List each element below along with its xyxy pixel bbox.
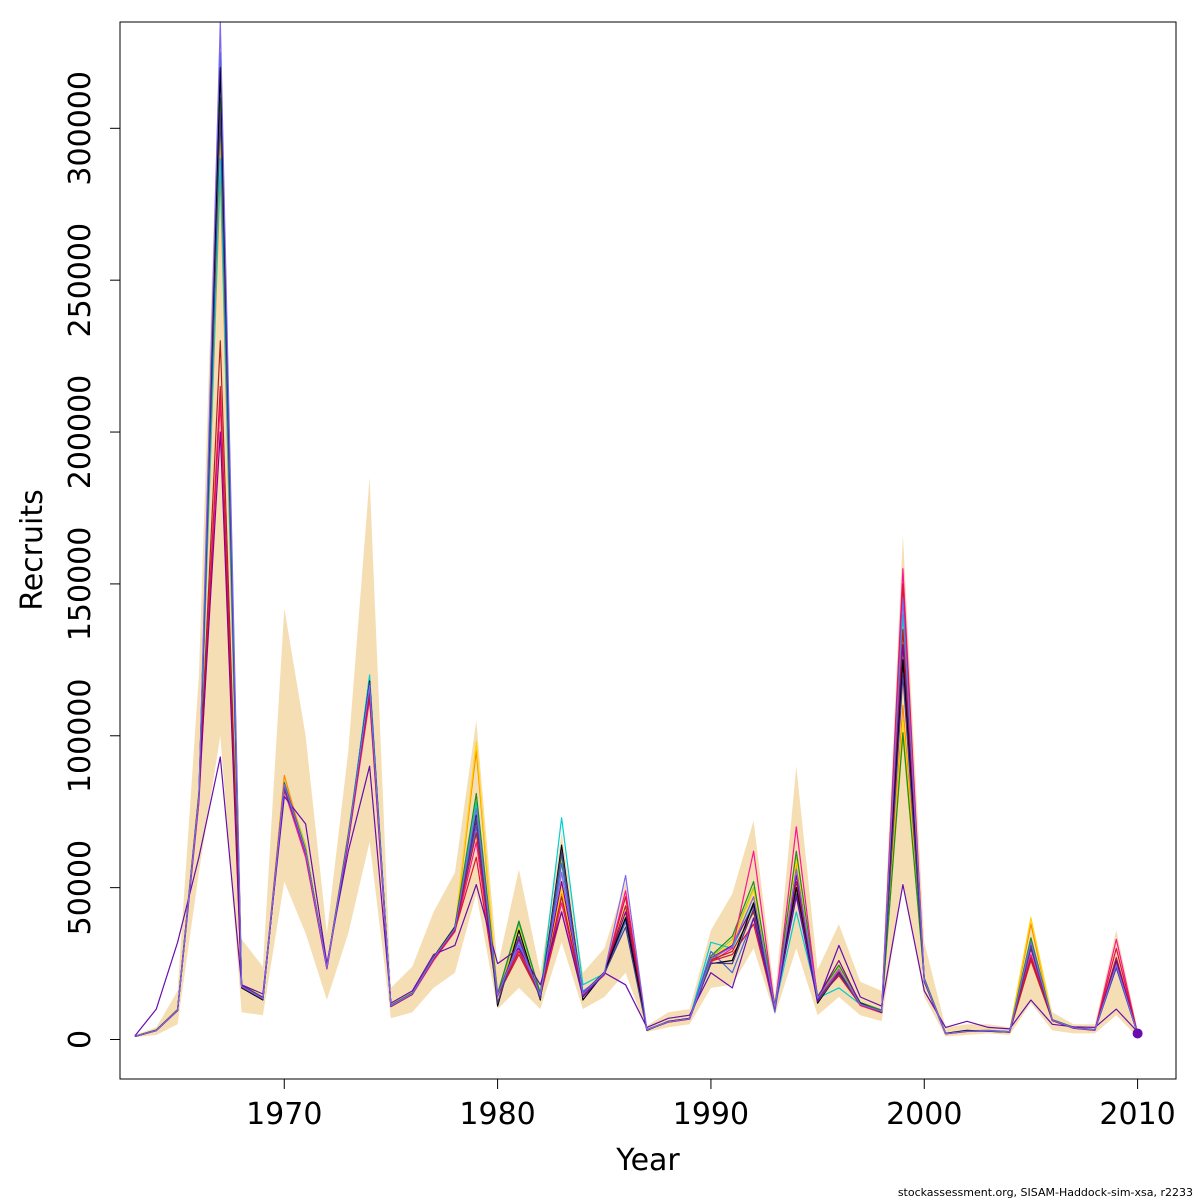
endpoint-markers <box>1132 1028 1143 1039</box>
y-tick-label: 250000 <box>63 223 98 338</box>
confidence-band-area <box>134 22 1138 1038</box>
caption-text: stockassessment.org, SISAM-Haddock-sim-x… <box>898 1186 1193 1199</box>
series-line-11 <box>134 66 1139 1038</box>
y-tick-label: 300000 <box>63 71 98 186</box>
y-axis: 0 50000 100000 150000 200000 250000 300000 <box>63 71 120 1049</box>
y-axis-title: Recruits <box>15 489 50 611</box>
series-line-12 <box>134 112 1139 1037</box>
series-line-1 <box>134 127 1139 1037</box>
y-tick-label: 200000 <box>63 375 98 490</box>
y-tick-label: 50000 <box>63 840 98 935</box>
x-tick-label: 1980 <box>459 1097 535 1132</box>
endpoint-point <box>1132 1028 1143 1039</box>
x-tick-label: 2000 <box>886 1097 962 1132</box>
series-line-6 <box>134 51 1139 1037</box>
y-tick-label: 150000 <box>63 527 98 642</box>
y-tick-label: 0 <box>63 1030 98 1049</box>
x-tick-label: 2010 <box>1099 1097 1175 1132</box>
x-axis-title: Year <box>615 1143 680 1178</box>
series-lines <box>134 21 1139 1038</box>
series-line-3 <box>134 142 1139 1037</box>
x-tick-label: 1990 <box>673 1097 749 1132</box>
series-line-2 <box>134 173 1139 1038</box>
series-line-5 <box>134 97 1139 1037</box>
plot-frame <box>119 21 1177 1080</box>
x-tick-label: 1970 <box>246 1097 322 1132</box>
confidence-band <box>134 22 1138 1038</box>
series-line-14 <box>134 21 1139 1037</box>
y-tick-label: 100000 <box>63 679 98 794</box>
series-line-13 <box>134 756 1139 1037</box>
series-line-4 <box>134 158 1139 1037</box>
x-axis: 1970 1980 1990 2000 2010 <box>246 1079 1176 1132</box>
